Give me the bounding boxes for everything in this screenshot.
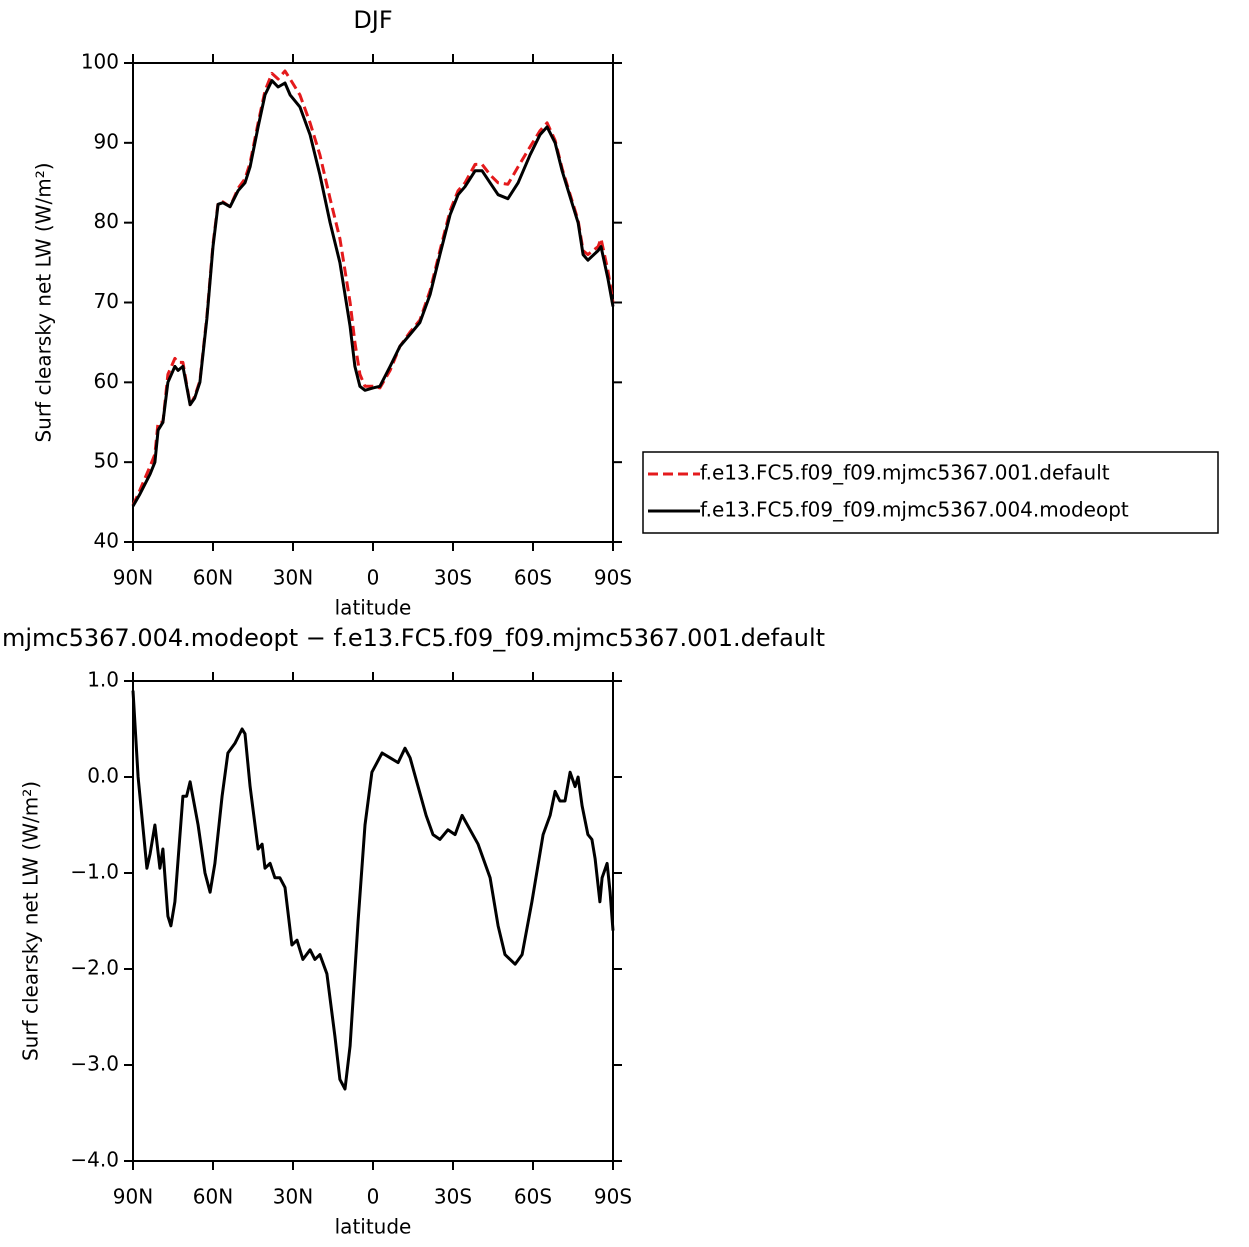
x-tick-label: 60S: [514, 566, 552, 590]
y-tick-label: −2.0: [70, 956, 119, 980]
x-axis-label: latitude: [335, 1215, 412, 1239]
plot-frame: [132, 680, 614, 1162]
y-tick-label: 70: [94, 289, 119, 313]
x-tick-label: 30S: [434, 1185, 472, 1209]
x-tick-label: 90N: [113, 1185, 153, 1209]
x-axis-label: latitude: [335, 596, 412, 620]
legend-label: f.e13.FC5.f09_f09.mjmc5367.004.modeopt: [700, 498, 1129, 522]
data-line: [131, 79, 615, 507]
y-axis-label: Surf clearsky net LW (W/m²): [32, 162, 56, 442]
legend-label: f.e13.FC5.f09_f09.mjmc5367.001.default: [700, 461, 1110, 485]
data-line: [131, 69, 615, 506]
legend-box: [642, 451, 1219, 534]
y-tick-label: 0.0: [87, 764, 119, 788]
y-tick-label: 1.0: [87, 668, 119, 692]
y-tick-label: 60: [94, 369, 119, 393]
y-tick-label: −3.0: [70, 1052, 119, 1076]
x-tick-label: 0: [367, 1185, 380, 1209]
x-tick-label: 60N: [193, 566, 233, 590]
x-tick-label: 0: [367, 566, 380, 590]
y-tick-label: 80: [94, 209, 119, 233]
chart-title: mjmc5367.004.modeopt − f.e13.FC5.f09_f09…: [2, 624, 825, 652]
y-axis-label: Surf clearsky net LW (W/m²): [19, 781, 43, 1061]
chart-title: DJF: [353, 6, 392, 34]
x-tick-label: 90N: [113, 566, 153, 590]
y-tick-label: 90: [94, 129, 119, 153]
x-tick-label: 90S: [594, 566, 632, 590]
x-tick-label: 60N: [193, 1185, 233, 1209]
x-tick-label: 30S: [434, 566, 472, 590]
y-tick-label: −4.0: [70, 1148, 119, 1172]
data-line: [131, 690, 615, 1091]
y-tick-label: −1.0: [70, 860, 119, 884]
y-tick-label: 50: [94, 449, 119, 473]
x-tick-label: 30N: [273, 1185, 313, 1209]
y-tick-label: 40: [94, 529, 119, 553]
x-tick-label: 60S: [514, 1185, 552, 1209]
x-tick-label: 30N: [273, 566, 313, 590]
x-tick-label: 90S: [594, 1185, 632, 1209]
y-tick-label: 100: [81, 50, 119, 74]
